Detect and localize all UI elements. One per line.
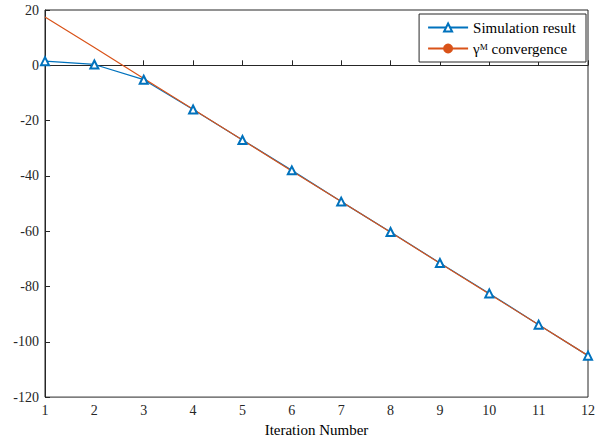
svg-text:3: 3	[140, 403, 147, 418]
svg-text:0: 0	[32, 58, 39, 73]
svg-text:12: 12	[581, 403, 595, 418]
svg-text:Iteration Number: Iteration Number	[265, 422, 369, 438]
svg-text:8: 8	[387, 403, 394, 418]
svg-text:-100: -100	[13, 334, 39, 349]
svg-text:7: 7	[338, 403, 345, 418]
svg-text:γᴹ convergence: γᴹ convergence	[472, 41, 567, 57]
svg-text:5: 5	[239, 403, 246, 418]
svg-text:-40: -40	[20, 168, 39, 183]
svg-text:6: 6	[288, 403, 295, 418]
svg-text:9: 9	[436, 403, 443, 418]
svg-text:1: 1	[42, 403, 49, 418]
svg-text:-120: -120	[13, 390, 39, 405]
svg-text:-80: -80	[20, 279, 39, 294]
svg-text:11: 11	[532, 403, 545, 418]
svg-text:20: 20	[25, 3, 39, 18]
svg-text:10: 10	[482, 403, 496, 418]
svg-text:Simulation result: Simulation result	[473, 20, 577, 36]
svg-text:4: 4	[190, 403, 197, 418]
svg-text:-20: -20	[20, 113, 39, 128]
svg-text:-60: -60	[20, 224, 39, 239]
svg-text:2: 2	[91, 403, 98, 418]
